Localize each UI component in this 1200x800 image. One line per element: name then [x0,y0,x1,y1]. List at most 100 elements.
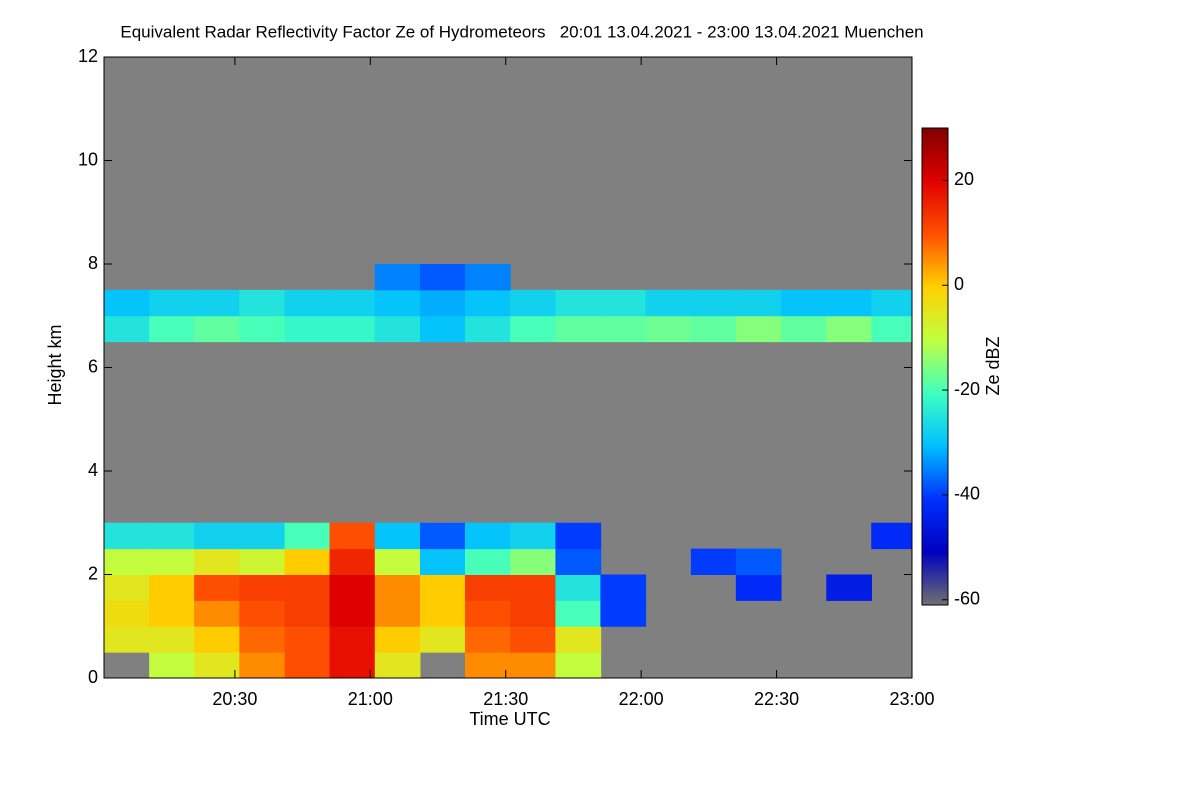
heatmap-cell [149,652,195,679]
heatmap-cell [826,315,873,343]
heatmap-cell [555,652,602,679]
heatmap-cell [104,548,150,575]
heatmap-cell [329,289,376,317]
heatmap-cell [374,652,421,679]
chart-title: Equivalent Radar Reflectivity Factor Ze … [120,22,923,41]
heatmap-cell [329,652,376,679]
heatmap-cell [284,652,331,679]
heatmap-cell [871,315,913,343]
heatmap-cell [464,574,511,601]
heatmap-cell [374,626,421,653]
heatmap-cell [194,315,240,343]
heatmap-cell [510,522,556,550]
heatmap-cell [555,522,602,550]
heatmap-cell [284,626,331,653]
heatmap-cell [690,548,737,575]
heatmap-cell [420,264,466,291]
heatmap-cell [600,574,647,601]
y-tick-label: 10 [78,149,98,169]
heatmap-cell [194,548,240,575]
heatmap-cell [374,522,421,550]
heatmap-cell [600,600,647,627]
heatmap-cell [826,574,873,601]
heatmap-cell [329,626,376,653]
heatmap-cell [464,548,511,575]
heatmap-cell [194,289,240,317]
heatmap-cell [510,626,556,653]
heatmap-cell [239,652,286,679]
heatmap-cell [374,574,421,601]
heatmap-cell [464,289,511,317]
heatmap-cell [239,548,286,575]
heatmap-cell [735,548,782,575]
heatmap-cell [284,522,331,550]
heatmap-cell [284,315,331,343]
heatmap-cell [104,574,150,601]
x-axis-label: Time UTC [469,709,550,729]
heatmap-cell [239,600,286,627]
y-tick-label: 2 [88,563,98,583]
heatmap-cell [104,600,150,627]
heatmap-cell [329,522,376,550]
colorbar [921,127,949,606]
heatmap-cell [374,548,421,575]
heatmap-cell [194,522,240,550]
heatmap-cell [464,652,511,679]
heatmap-cell [239,522,286,550]
y-tick-label: 0 [88,667,98,687]
heatmap-cell [104,522,150,550]
colorbar-tick-label: -20 [954,379,980,399]
heatmap-cell [645,315,692,343]
heatmap-cell [510,574,556,601]
heatmap-cell [510,315,556,343]
colorbar-tick-label: -60 [954,589,980,609]
heatmap-cell [149,626,195,653]
heatmap-cell [374,600,421,627]
heatmap-cell [194,652,240,679]
heatmap-cell [510,289,556,317]
heatmap-cell [194,574,240,601]
colorbar-tick-label: -40 [954,484,980,504]
heatmap-cell [194,626,240,653]
heatmap-cell [826,289,873,317]
heatmap-cell [510,548,556,575]
x-tick-label: 21:30 [483,689,528,709]
heatmap-cell [149,522,195,550]
heatmap-cell [464,315,511,343]
heatmap-cell [555,548,602,575]
y-axis-label: Height km [45,324,65,405]
heatmap-cell [284,600,331,627]
heatmap-cell [420,548,466,575]
heatmap-cell [329,315,376,343]
heatmap-cell [149,600,195,627]
heatmap-cell [555,315,602,343]
heatmap-cell [735,315,782,343]
heatmap-cell [510,600,556,627]
heatmap-cell [735,289,782,317]
heatmap-cell [420,600,466,627]
heatmap-cell [871,522,913,550]
heatmap-cell [690,315,737,343]
heatmap-cell [284,574,331,601]
heatmap-cell [600,315,647,343]
heatmap-cell [104,289,150,317]
heatmap-cell [464,522,511,550]
heatmap-cell [464,600,511,627]
heatmap-cell [555,626,602,653]
heatmap-cell [690,289,737,317]
heatmap-cell [781,289,827,317]
colorbar-tick-label: 20 [954,169,974,189]
heatmap-cell [149,574,195,601]
heatmap-cell [555,289,602,317]
x-tick-label: 21:00 [348,689,393,709]
heatmap-cell [420,574,466,601]
heatmap-cell [464,626,511,653]
heatmap-cell [329,600,376,627]
heatmap-cell [284,289,331,317]
y-tick-label: 8 [88,253,98,273]
heatmap-cell [329,574,376,601]
heatmap-cell [239,626,286,653]
heatmap-cell [149,315,195,343]
heatmap-cell [149,548,195,575]
